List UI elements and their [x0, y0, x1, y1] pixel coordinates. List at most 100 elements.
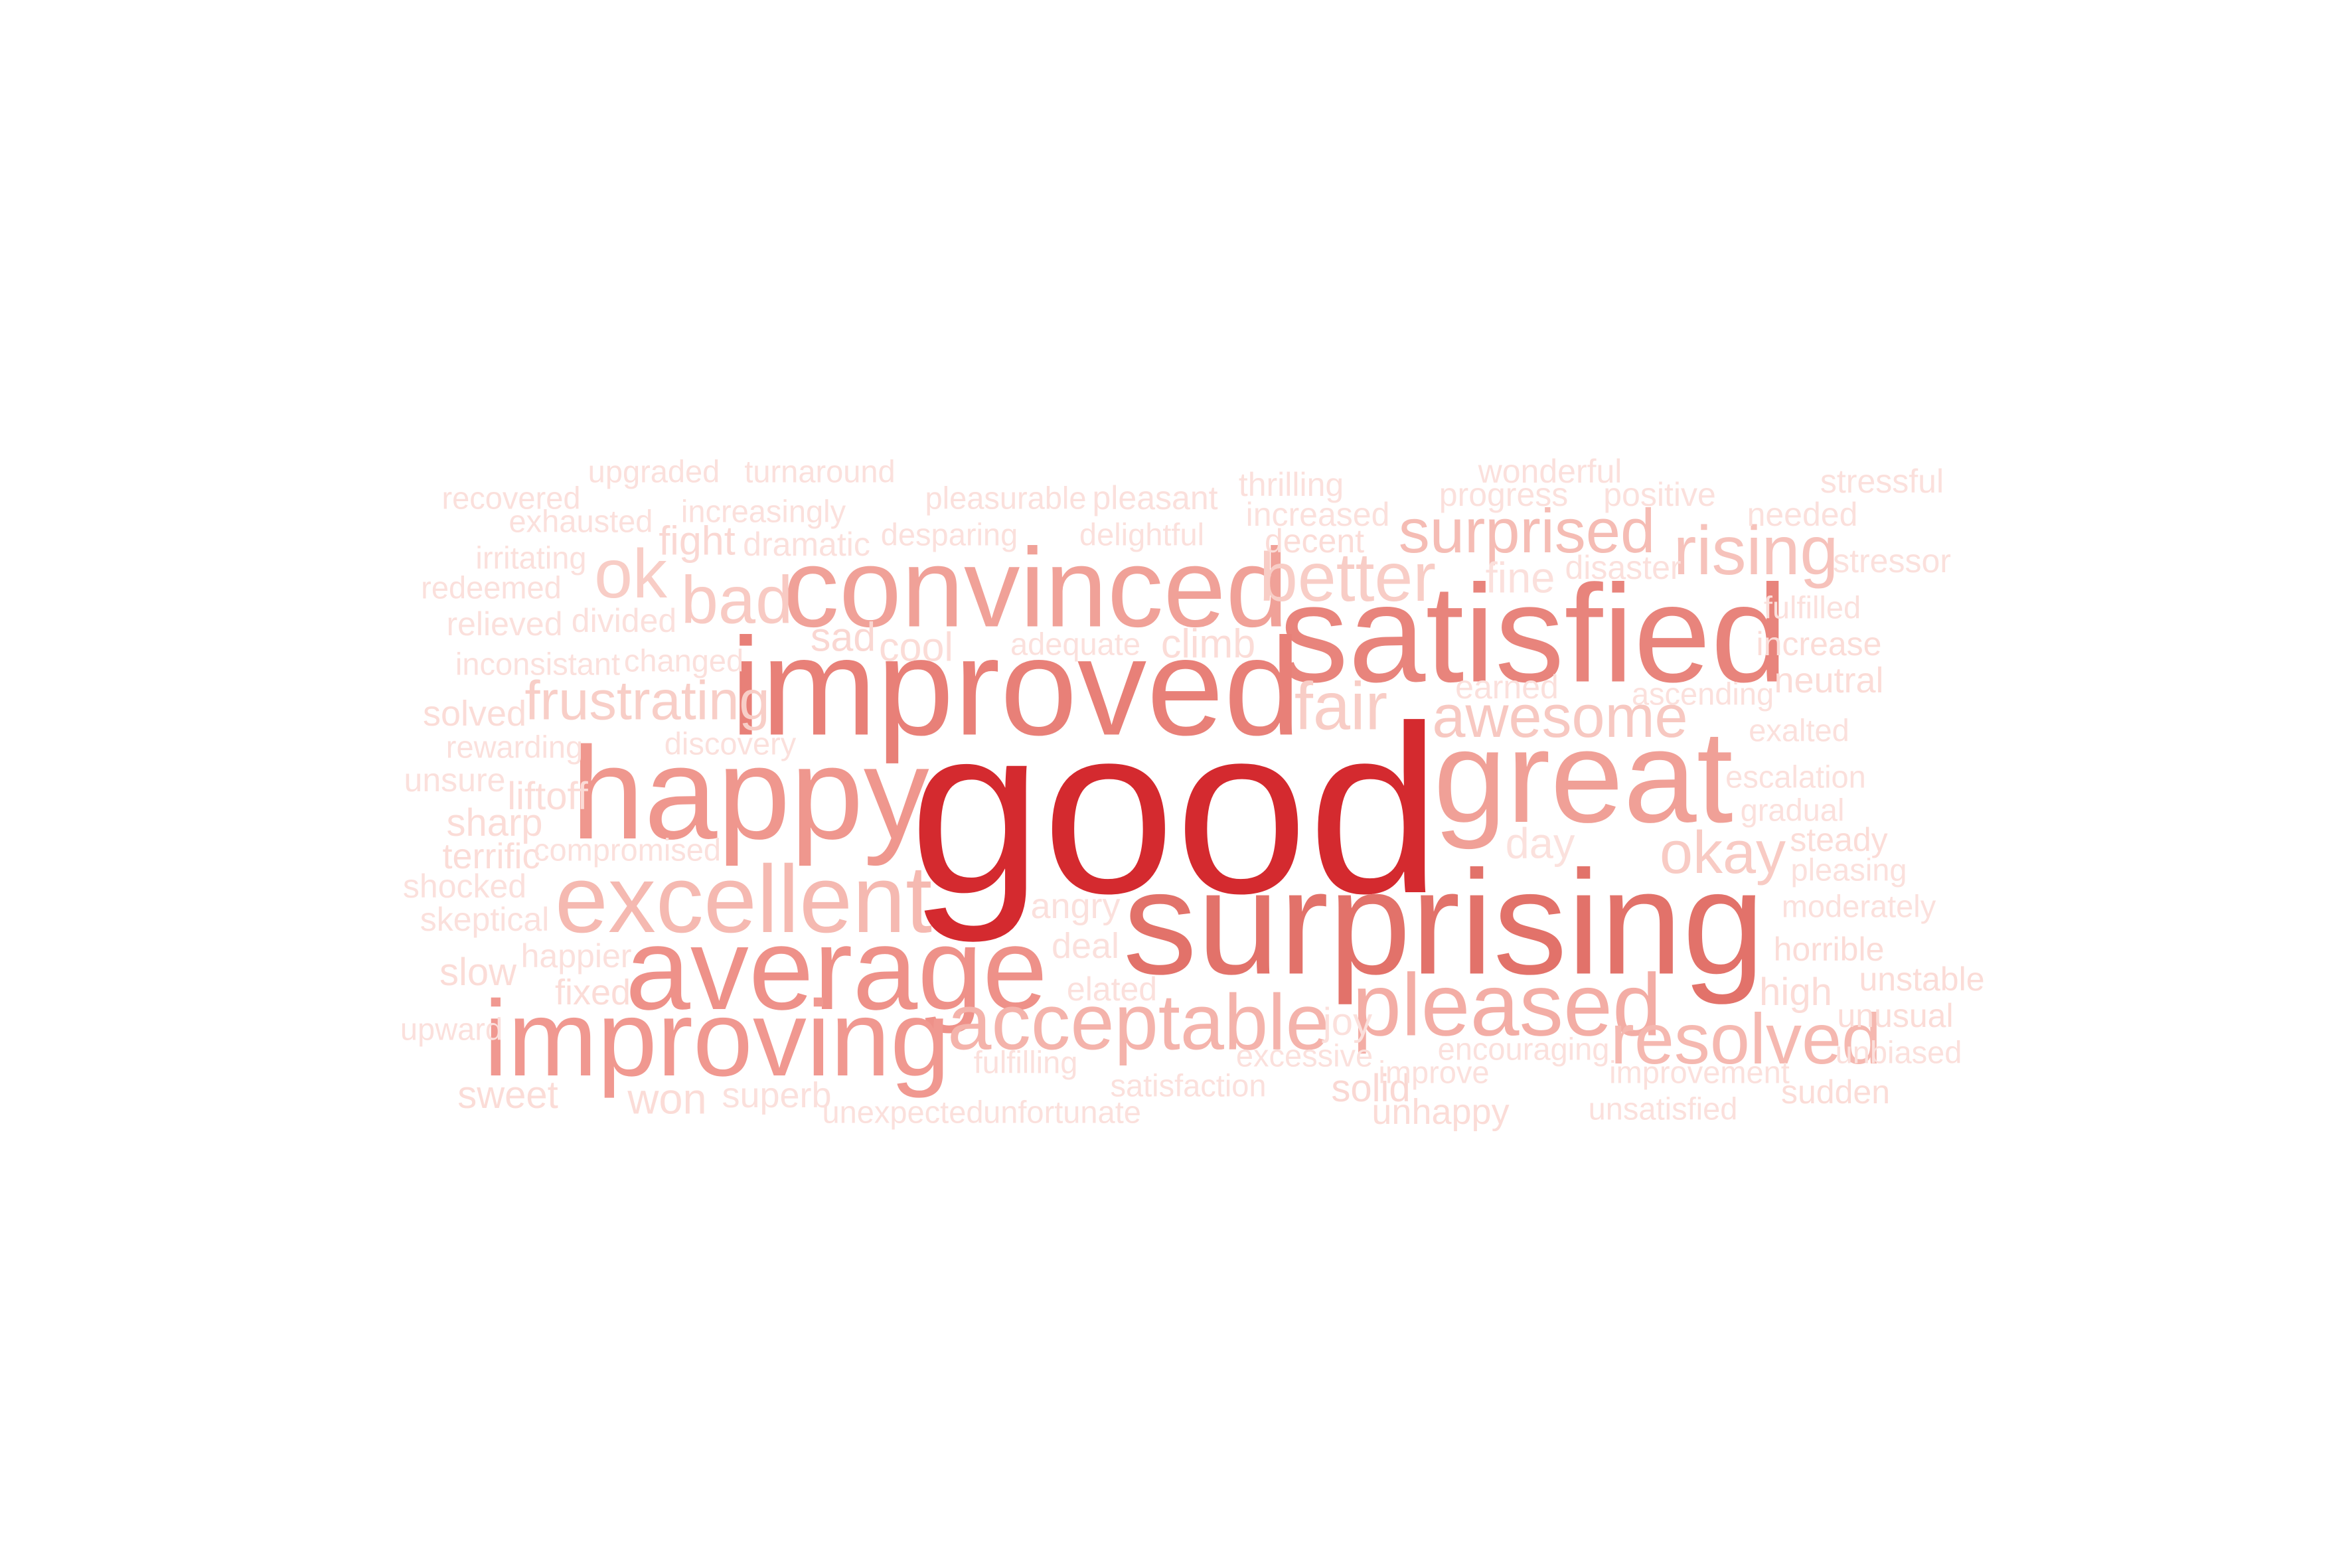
- word-happier: happier: [520, 937, 632, 975]
- word-escalation: escalation: [1725, 759, 1866, 795]
- word-decent: decent: [1264, 522, 1365, 560]
- word-pleasing: pleasing: [1790, 852, 1907, 888]
- word-convinced: convinced: [783, 524, 1289, 651]
- word-dramatic: dramatic: [743, 526, 870, 563]
- word-unexpected: unexpected: [822, 1094, 984, 1130]
- word-exhausted: exhausted: [509, 503, 653, 539]
- word-unsatisfied: unsatisfied: [1588, 1091, 1738, 1127]
- word-high: high: [1759, 971, 1832, 1014]
- word-cool: cool: [879, 624, 953, 670]
- word-unstable: unstable: [1859, 961, 1985, 998]
- word-acceptable: acceptable: [947, 978, 1330, 1067]
- word-improving: improving: [483, 979, 951, 1099]
- word-excessive: excessive: [1235, 1038, 1373, 1073]
- word-sudden: sudden: [1780, 1073, 1891, 1111]
- word-solid: solid: [1331, 1067, 1411, 1110]
- word-improve: improve: [1378, 1054, 1490, 1090]
- word-inconsistant: inconsistant: [455, 646, 621, 682]
- word-won: won: [627, 1074, 707, 1123]
- word-fixed: fixed: [554, 973, 631, 1012]
- word-fulfilling: fulfilling: [973, 1044, 1078, 1080]
- word-unbiased: unbiased: [1835, 1034, 1962, 1070]
- word-moderately: moderately: [1781, 888, 1936, 924]
- word-great: great: [1433, 703, 1733, 850]
- word-skeptical: skeptical: [420, 901, 550, 938]
- word-desparing: desparing: [880, 516, 1018, 552]
- word-ascending: ascending: [1631, 676, 1774, 712]
- word-gradual: gradual: [1740, 792, 1845, 828]
- word-pleased: pleased: [1352, 956, 1662, 1055]
- word-adequate: adequate: [1010, 626, 1141, 662]
- word-turnaround: turnaround: [744, 453, 896, 489]
- word-slow: slow: [439, 951, 517, 994]
- word-fulfilled: fulfilled: [1763, 589, 1861, 625]
- word-satisfaction: satisfaction: [1110, 1067, 1267, 1103]
- word-disaster: disaster: [1565, 549, 1682, 586]
- word-discovery: discovery: [664, 726, 797, 761]
- word-ok: ok: [594, 536, 667, 613]
- word-shocked: shocked: [402, 868, 527, 905]
- word-elated: elated: [1066, 971, 1158, 1008]
- word-resolved: resolved: [1610, 998, 1882, 1079]
- word-awesome: awesome: [1432, 684, 1688, 750]
- word-surprising: surprising: [1123, 840, 1765, 1006]
- word-relieved: relieved: [446, 605, 563, 643]
- word-divided: divided: [571, 602, 677, 639]
- word-irritating: irritating: [475, 540, 587, 576]
- word-progress: progress: [1439, 476, 1569, 513]
- word-redeemed: redeemed: [421, 570, 562, 605]
- word-rising: rising: [1673, 512, 1839, 589]
- word-stressful: stressful: [1820, 463, 1944, 500]
- word-rewarding: rewarding: [445, 729, 584, 765]
- word-fine: fine: [1485, 553, 1555, 602]
- word-sad: sad: [810, 614, 876, 660]
- word-upgraded: upgraded: [588, 453, 720, 489]
- word-okay: okay: [1659, 820, 1786, 886]
- word-climb: climb: [1160, 621, 1256, 666]
- word-solved: solved: [422, 694, 527, 734]
- word-delightful: delightful: [1079, 516, 1205, 552]
- word-improvement: improvement: [1609, 1054, 1790, 1090]
- word-exalted: exalted: [1749, 712, 1849, 748]
- word-liftoff: liftoff: [507, 775, 588, 818]
- word-deal: deal: [1051, 926, 1120, 966]
- word-superb: superb: [722, 1075, 832, 1115]
- word-wonderful: wonderful: [1478, 453, 1622, 490]
- word-frustrating: frustrating: [524, 669, 770, 732]
- word-joy: joy: [1322, 1000, 1373, 1044]
- word-stressor: stressor: [1833, 542, 1951, 580]
- word-bad: bad: [680, 563, 793, 638]
- word-unsure: unsure: [404, 761, 506, 799]
- word-needed: needed: [1747, 496, 1858, 533]
- word-changed: changed: [623, 643, 744, 678]
- word-unhappy: unhappy: [1372, 1092, 1510, 1132]
- word-excellent: excellent: [554, 846, 933, 953]
- word-thrilling: thrilling: [1238, 466, 1344, 503]
- word-fair: fair: [1294, 669, 1388, 744]
- word-horrible: horrible: [1773, 931, 1885, 968]
- word-day: day: [1505, 819, 1575, 868]
- word-recovered: recovered: [441, 480, 581, 516]
- word-encouraging: encouraging: [1437, 1031, 1610, 1067]
- word-upward: upward: [400, 1011, 503, 1047]
- word-happy: happy: [571, 720, 929, 866]
- word-average: average: [625, 904, 1048, 1034]
- word-increased: increased: [1245, 496, 1390, 533]
- word-sharp: sharp: [446, 801, 543, 844]
- word-earned: earned: [1455, 668, 1559, 706]
- word-increasingly: increasingly: [680, 493, 846, 529]
- word-angry: angry: [1030, 886, 1121, 926]
- word-better: better: [1259, 539, 1436, 616]
- word-pleasant: pleasant: [1092, 479, 1218, 516]
- word-improved: improved: [730, 609, 1301, 765]
- word-fight: fight: [659, 518, 736, 564]
- word-sweet: sweet: [457, 1073, 558, 1117]
- word-steady: steady: [1790, 821, 1888, 858]
- word-unfortunate: unfortunate: [983, 1094, 1141, 1130]
- word-terrific: terrific: [442, 836, 540, 876]
- word-good: good: [909, 676, 1441, 943]
- word-positive: positive: [1603, 476, 1716, 513]
- word-compromised: compromised: [533, 832, 722, 868]
- word-increase: increase: [1756, 625, 1882, 663]
